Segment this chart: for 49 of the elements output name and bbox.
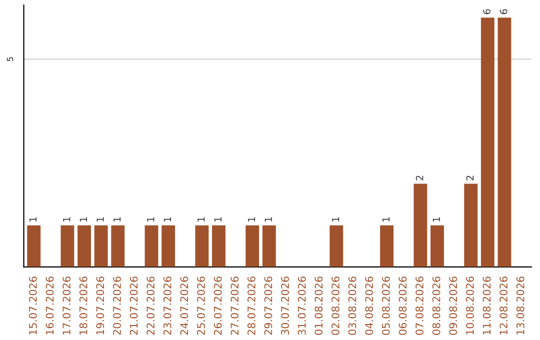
x-tick-label: 31.07.2026 [298,276,306,335]
x-tick-label: 27.07.2026 [230,276,239,335]
x-tick-label: 30.07.2026 [281,276,289,335]
data-label: 1 [382,217,390,222]
x-tick-label: 11.08.2026 [482,276,491,334]
x-tick-label: 13.08.2026 [516,276,524,334]
x-tick-label: 06.08.2026 [398,276,407,335]
x-tick-label: 28.07.2026 [247,276,256,335]
data-label: 1 [332,217,340,222]
x-tick-label: 29.07.2026 [264,276,272,335]
x-tick-label: 16.07.2026 [46,276,54,334]
x-tick-label: 05.08.2026 [382,276,390,335]
data-label: 6 [483,9,490,14]
data-label: 1 [432,217,440,222]
x-tick-label: 24.07.2026 [180,276,188,335]
data-label: 1 [248,217,256,222]
data-label: 1 [80,217,87,222]
x-tick-label: 09.08.2026 [449,276,458,335]
data-label: 1 [96,217,104,222]
data-label: 1 [113,217,121,222]
x-tick-label: 04.08.2026 [365,276,374,335]
x-tick-label: 22.07.2026 [146,276,155,335]
data-label: 2 [416,176,424,180]
x-tick-label: 01.08.2026 [314,276,323,335]
data-label: 1 [264,217,272,222]
x-tick-label: 02.08.2026 [332,276,340,335]
data-label: 1 [164,217,171,222]
x-tick-label: 07.08.2026 [416,276,424,335]
x-tick-label: 17.07.2026 [62,276,70,334]
x-tick-label: 20.07.2026 [113,276,121,335]
x-tick-label: 26.07.2026 [214,276,222,335]
x-tick-label: 03.08.2026 [348,276,356,335]
x-tick-label: 21.07.2026 [130,276,138,335]
x-tick-label: 18.07.2026 [79,276,88,334]
y-tick-label: 5 [6,57,14,62]
x-tick-label: 12.08.2026 [500,276,508,334]
data-label: 2 [466,176,474,180]
x-tick-label: 08.08.2026 [432,276,440,335]
data-label: 1 [29,217,37,222]
x-tick-label: 19.07.2026 [96,276,104,334]
data-label: 1 [147,217,154,222]
x-tick-label: 25.07.2026 [197,276,205,335]
data-label: 6 [500,9,508,14]
x-tick-label: 10.08.2026 [466,276,474,334]
data-label: 1 [214,217,222,222]
data-label: 1 [198,217,205,222]
x-tick-label: 23.07.2026 [163,276,172,335]
x-tick-label: 15.07.2026 [28,276,37,334]
data-label: 1 [63,217,70,222]
